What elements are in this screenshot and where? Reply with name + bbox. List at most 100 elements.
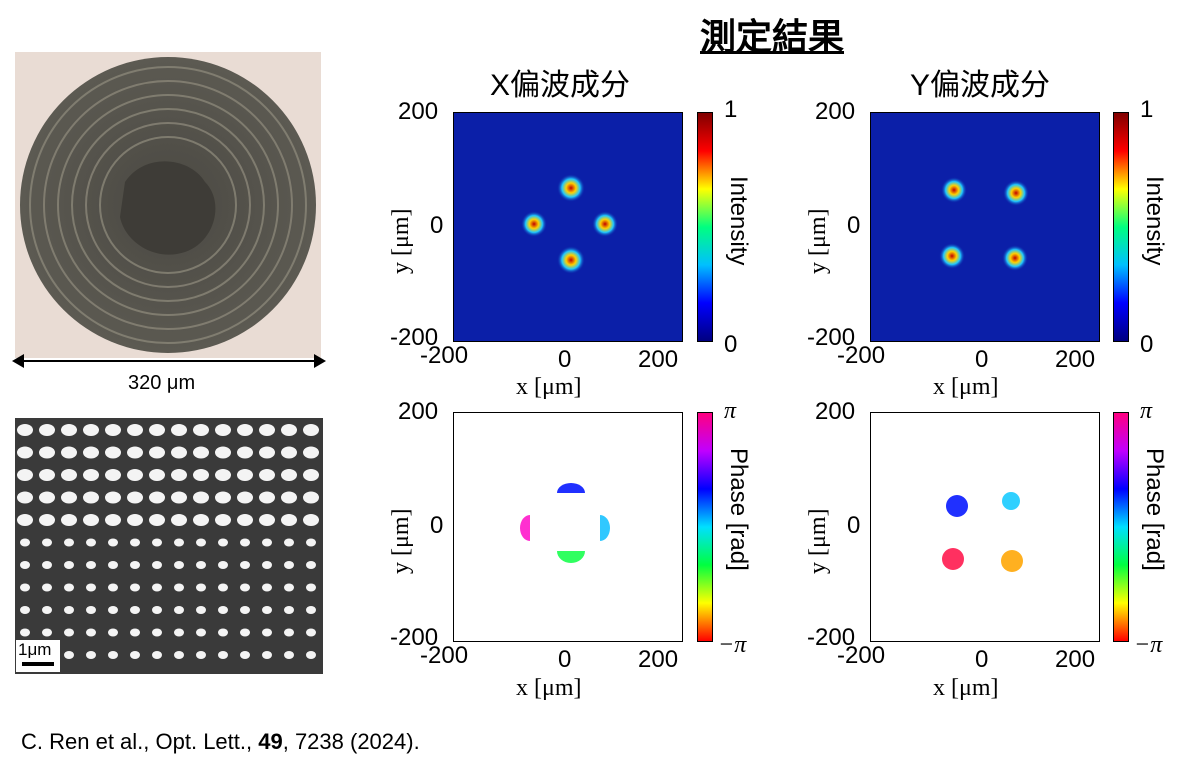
sem-hole bbox=[193, 424, 209, 436]
x-tick: 200 bbox=[638, 646, 679, 673]
sem-hole bbox=[284, 538, 294, 547]
cb-min-label: −π bbox=[718, 632, 747, 658]
sem-hole bbox=[108, 628, 118, 637]
sem-hole bbox=[105, 424, 121, 436]
sem-hole bbox=[105, 469, 121, 481]
sem-hole bbox=[174, 538, 184, 547]
sem-hole bbox=[174, 606, 184, 614]
intensity-plot-y bbox=[870, 112, 1100, 342]
sem-hole bbox=[284, 583, 294, 592]
y-tick: 200 bbox=[815, 398, 856, 425]
sem-hole bbox=[83, 491, 99, 504]
x-axis-label: x [μm] bbox=[933, 675, 999, 701]
sem-hole bbox=[218, 538, 228, 547]
sem-hole bbox=[262, 628, 272, 637]
cb-min-label: 0 bbox=[1140, 331, 1154, 358]
sem-hole bbox=[152, 538, 162, 547]
sem-hole bbox=[306, 561, 316, 569]
citation-suffix: , 7238 (2024). bbox=[282, 729, 420, 754]
cb-max-label: π bbox=[724, 398, 737, 424]
sem-hole bbox=[61, 424, 77, 436]
sem-hole bbox=[193, 446, 209, 459]
sem-hole bbox=[108, 606, 118, 614]
y-tick: 0 bbox=[430, 512, 444, 539]
sem-hole bbox=[64, 628, 74, 637]
sem-hole bbox=[196, 606, 206, 614]
sem-hole bbox=[64, 606, 74, 614]
sem-hole bbox=[174, 651, 184, 659]
sem-hole bbox=[152, 651, 162, 659]
sem-hole bbox=[64, 538, 74, 547]
cb-title-label: Intensity bbox=[725, 176, 752, 266]
sem-hole bbox=[42, 628, 52, 637]
sem-hole bbox=[196, 628, 206, 637]
arrow-left-icon bbox=[12, 354, 24, 368]
sem-hole bbox=[306, 606, 316, 614]
x-tick: 0 bbox=[558, 646, 572, 673]
sem-hole bbox=[17, 424, 33, 436]
sem-hole bbox=[303, 491, 319, 504]
sem-hole bbox=[218, 606, 228, 614]
sem-hole bbox=[64, 651, 74, 659]
cb-max-label: 1 bbox=[1140, 96, 1154, 123]
sem-hole bbox=[20, 628, 30, 637]
sem-hole bbox=[61, 469, 77, 481]
sem-hole bbox=[218, 583, 228, 592]
x-tick: 0 bbox=[975, 646, 989, 673]
sem-hole bbox=[61, 446, 77, 459]
sem-hole bbox=[281, 469, 297, 481]
intensity-plot-x bbox=[453, 112, 683, 342]
sem-hole bbox=[240, 561, 250, 569]
sem-image bbox=[15, 418, 323, 674]
sem-hole bbox=[127, 446, 143, 459]
sem-hole bbox=[262, 561, 272, 569]
x-tick: -200 bbox=[837, 642, 886, 669]
phase-colorbar-x bbox=[697, 412, 713, 642]
sem-hole bbox=[149, 514, 165, 526]
sem-hole bbox=[83, 446, 99, 459]
column-title-x: X偏波成分 bbox=[490, 69, 631, 102]
sem-hole bbox=[127, 424, 143, 436]
sem-hole bbox=[86, 628, 96, 637]
sem-hole bbox=[39, 469, 55, 481]
sem-hole bbox=[218, 628, 228, 637]
sem-hole bbox=[262, 606, 272, 614]
cb-title-label: Intensity bbox=[1141, 176, 1168, 266]
sem-hole bbox=[303, 514, 319, 526]
lens-photo bbox=[15, 52, 321, 358]
cb-min-label: −π bbox=[1134, 632, 1163, 658]
sem-hole bbox=[259, 491, 275, 504]
sem-hole bbox=[42, 606, 52, 614]
sem-hole bbox=[193, 491, 209, 504]
sem-hole bbox=[284, 606, 294, 614]
sem-hole bbox=[193, 469, 209, 481]
sem-hole bbox=[215, 446, 231, 459]
cb-title-label: Phase [rad] bbox=[725, 448, 752, 571]
scale-arrow bbox=[15, 360, 323, 362]
sem-hole bbox=[20, 606, 30, 614]
sem-hole bbox=[240, 606, 250, 614]
sem-scale-label: 1μm bbox=[18, 640, 52, 659]
y-tick: 0 bbox=[430, 212, 444, 239]
phase-plot-x bbox=[453, 412, 683, 642]
sem-hole bbox=[149, 446, 165, 459]
x-axis-label: x [μm] bbox=[516, 675, 582, 701]
sem-hole bbox=[174, 583, 184, 592]
sem-hole bbox=[237, 424, 253, 436]
x-tick: -200 bbox=[420, 342, 469, 369]
sem-hole bbox=[196, 561, 206, 569]
sem-hole bbox=[284, 651, 294, 659]
sem-hole bbox=[237, 514, 253, 526]
y-tick: 200 bbox=[398, 98, 439, 125]
x-tick: 200 bbox=[1055, 646, 1096, 673]
sem-hole bbox=[215, 514, 231, 526]
sem-hole bbox=[240, 628, 250, 637]
y-tick: -200 bbox=[390, 324, 439, 351]
sem-hole bbox=[171, 446, 187, 459]
sem-hole bbox=[86, 583, 96, 592]
phase-plot-y bbox=[870, 412, 1100, 642]
sem-hole bbox=[108, 651, 118, 659]
sem-hole bbox=[171, 514, 187, 526]
column-title-y: Y偏波成分 bbox=[910, 69, 1051, 102]
sem-hole bbox=[127, 469, 143, 481]
